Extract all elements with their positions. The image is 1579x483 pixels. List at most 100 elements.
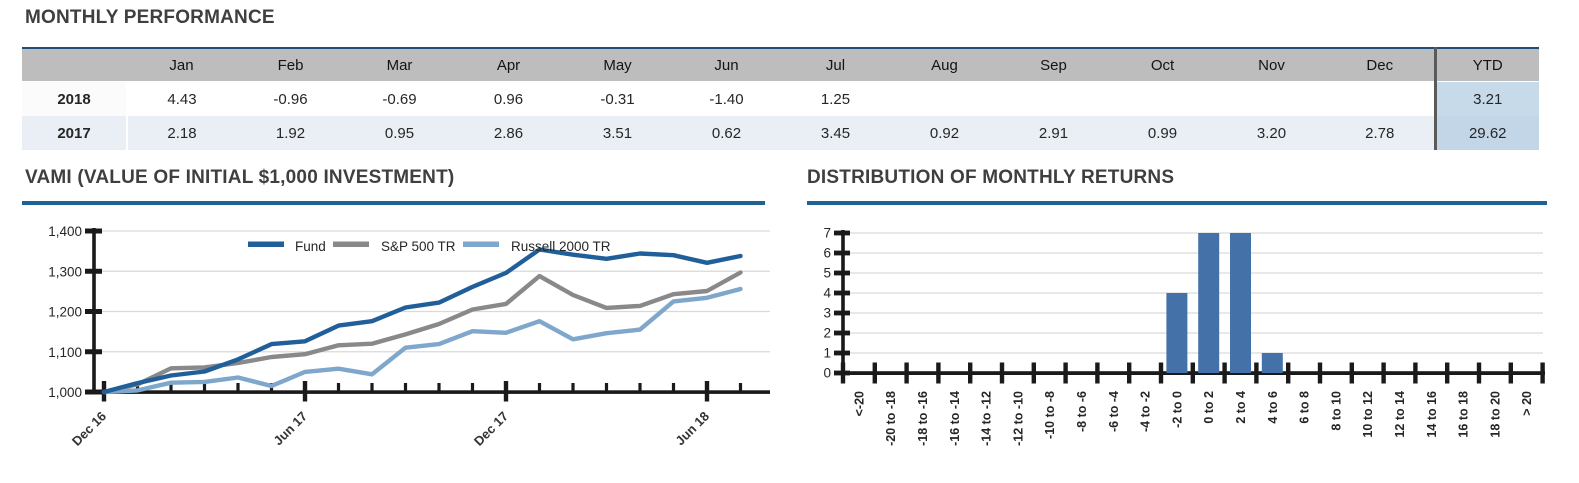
dist-x-category-label: 10 to 12	[1361, 391, 1375, 438]
dist-x-category-label: > 20	[1520, 391, 1534, 416]
year-cell: 2018	[22, 81, 128, 116]
x-minor-tick	[470, 383, 475, 391]
dist-x-category-label: 0 to 2	[1202, 391, 1216, 424]
x-boundary-tick	[1540, 362, 1545, 384]
x-minor-tick	[403, 383, 408, 391]
month-value-cell	[1217, 81, 1326, 116]
distribution-title: DISTRIBUTION OF MONTHLY RETURNS	[807, 167, 1175, 188]
dist-bar	[1230, 233, 1251, 373]
dist-y-axis	[841, 230, 845, 376]
month-value-cell: 0.92	[890, 116, 999, 150]
header-row: Jan Feb Mar Apr May Jun Jul Aug Sep Oct Nov Dec YTD	[22, 48, 1539, 82]
y-tick	[834, 250, 850, 256]
vami-y-tick-label: 1,300	[48, 264, 82, 279]
x-boundary-tick	[1508, 362, 1513, 384]
y-tick	[85, 268, 102, 274]
vami-x-axis	[92, 390, 770, 394]
x-minor-tick	[738, 383, 743, 391]
dist-x-category-label: 2 to 4	[1234, 391, 1248, 424]
x-boundary-tick	[1413, 362, 1418, 384]
month-value-cell: 4.43	[127, 81, 236, 116]
vami-y-tick-label: 1,200	[48, 305, 82, 320]
x-boundary-tick	[968, 362, 973, 384]
dist-x-category-label: 12 to 14	[1393, 391, 1407, 438]
month-value-cell: -0.96	[236, 81, 345, 116]
x-boundary-tick	[1254, 362, 1259, 384]
legend-swatch	[333, 241, 369, 247]
month-value-cell: 1.25	[781, 81, 890, 116]
monthly-performance-title: MONTHLY PERFORMANCE	[25, 7, 275, 28]
x-boundary-tick	[936, 362, 941, 384]
x-minor-tick	[671, 383, 676, 391]
dist-x-category-label: -20 to -18	[884, 391, 898, 446]
month-value-cell: 1.92	[236, 116, 345, 150]
series-line-s-p-500-tr	[101, 270, 743, 395]
x-boundary-tick	[1158, 362, 1164, 384]
dist-x-category-label: -8 to -6	[1075, 391, 1089, 432]
monthly-performance-table: Jan Feb Mar Apr May Jun Jul Aug Sep Oct Nov Dec YTD …	[22, 47, 1539, 150]
x-boundary-tick	[1317, 362, 1323, 384]
legend-label: Fund	[295, 239, 326, 254]
ytd-column-header: YTD	[1433, 48, 1539, 82]
month-value-cell: 2.91	[999, 116, 1108, 150]
x-boundary-tick	[1286, 362, 1291, 384]
ytd-value-cell: 29.62	[1433, 116, 1539, 150]
month-value-cell	[890, 81, 999, 116]
table-body: 2018 4.43 -0.96 -0.69 0.96 -0.31 -1.40 1.25 3.21…	[22, 81, 1539, 150]
legend-swatch	[463, 241, 499, 247]
dist-x-category-label: <-20	[852, 391, 866, 416]
month-value-cell: 0.95	[345, 116, 454, 150]
dist-x-category-label: -12 to -10	[1011, 391, 1025, 446]
table-row: 2018 4.43 -0.96 -0.69 0.96 -0.31 -1.40 1.25 3.21	[22, 81, 1539, 116]
vami-x-tick-label: Dec 17	[471, 409, 511, 449]
dist-y-tick-label: 6	[823, 246, 831, 261]
dist-y-tick-label: 4	[823, 286, 831, 301]
vami-y-tick-label: 1,100	[48, 345, 82, 360]
dist-x-category-label: -2 to 0	[1170, 391, 1184, 428]
month-column-header: Apr	[454, 48, 563, 82]
dist-y-tick-label: 1	[823, 346, 831, 361]
x-boundary-tick	[1476, 362, 1482, 384]
y-tick	[85, 228, 102, 234]
month-column-header: May	[563, 48, 672, 82]
dist-bar	[1261, 353, 1283, 373]
x-minor-tick	[169, 383, 173, 391]
dist-x-category-label: 14 to 16	[1425, 391, 1439, 438]
month-column-header: Sep	[999, 48, 1108, 82]
x-boundary-tick	[1349, 362, 1354, 384]
distribution-title-rule	[807, 201, 1547, 205]
vami-y-tick-label: 1,400	[48, 224, 82, 239]
legend-swatch	[248, 241, 284, 247]
x-minor-tick	[135, 383, 140, 391]
y-tick	[834, 350, 850, 356]
x-boundary-tick	[1381, 362, 1386, 384]
dist-x-category-label: -4 to -2	[1139, 391, 1153, 432]
month-value-cell: -1.40	[672, 81, 781, 116]
x-boundary-tick	[1445, 362, 1450, 384]
y-tick	[834, 310, 850, 316]
dist-y-tick-label: 5	[823, 266, 831, 281]
table-row: 2017 2.18 1.92 0.95 2.86 3.51 0.62 3.45 0.92 2.91…	[22, 116, 1539, 150]
month-value-cell: -0.69	[345, 81, 454, 116]
month-value-cell: 2.18	[127, 116, 236, 150]
dist-y-tick-label: 7	[823, 226, 831, 241]
distribution-bar-chart: 0 1 2 3 4 5 6 7 <-20 -20 to -18 -18 to -16 -16 to -…	[823, 226, 1545, 446]
month-value-cell: 2.86	[454, 116, 563, 150]
year-cell: 2017	[22, 116, 128, 150]
ytd-value-cell: 3.21	[1433, 81, 1539, 116]
x-boundary-tick	[840, 362, 846, 384]
dist-x-category-label: -14 to -12	[980, 391, 994, 446]
month-value-cell: 3.51	[563, 116, 672, 150]
month-value-cell: 0.99	[1108, 116, 1217, 150]
x-boundary-tick	[1222, 362, 1227, 384]
dist-x-category-label: 18 to 20	[1488, 391, 1502, 438]
y-tick	[834, 330, 850, 336]
month-value-cell	[1108, 81, 1217, 116]
x-minor-tick	[638, 383, 642, 391]
month-value-cell: 0.62	[672, 116, 781, 150]
x-minor-tick	[370, 383, 374, 391]
y-tick	[85, 349, 102, 355]
dist-y-tick-label: 2	[823, 326, 831, 341]
dist-x-category-label: -10 to -8	[1043, 391, 1057, 439]
month-column-header: Jun	[672, 48, 781, 82]
